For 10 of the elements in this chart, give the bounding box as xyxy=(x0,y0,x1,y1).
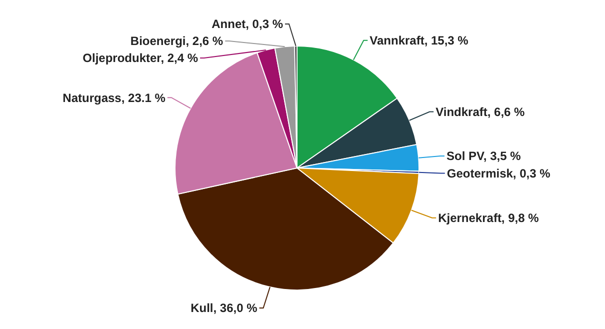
slice-label: Geotermisk, 0,3 % xyxy=(446,166,551,180)
slice-label: Bioenergi, 2,6 % xyxy=(130,34,224,48)
slice-label: Kjernekraft, 9,8 % xyxy=(438,211,540,226)
slice-label: Naturgass, 23.1 % xyxy=(62,90,166,105)
slice-label: Vindkraft, 6,6 % xyxy=(436,104,526,119)
slice-label: Annet, 0,3 % xyxy=(212,17,284,32)
slice-label: Kull, 36,0 % xyxy=(190,301,258,316)
slice-label: Vannkraft, 15,3 % xyxy=(370,34,469,48)
slice-label: Oljeprodukter, 2,4 % xyxy=(82,51,198,66)
slice-label: Sol PV, 3,5 % xyxy=(446,149,522,164)
